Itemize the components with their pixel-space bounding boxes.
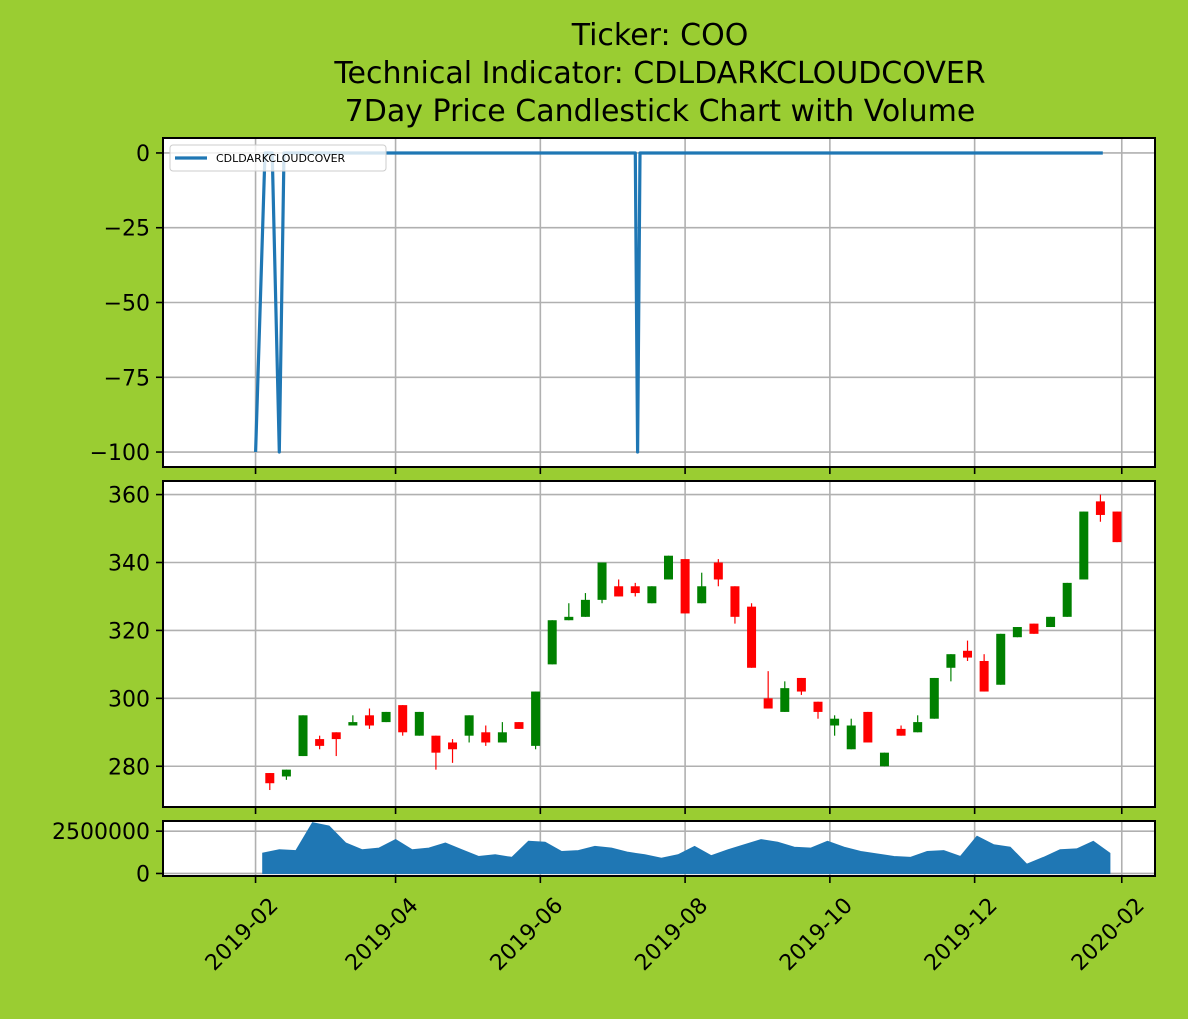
candle-body-16 bbox=[531, 691, 541, 746]
candle-body-49 bbox=[1079, 511, 1089, 580]
price-background bbox=[163, 481, 1155, 807]
indicator-ytick-label-3: −75 bbox=[104, 366, 150, 391]
indicator-panel: 0 −25 −50 −75 −100 CDLDARKCLOUDCOVER bbox=[90, 137, 1156, 468]
candle-body-37 bbox=[879, 752, 889, 767]
candle-body-38 bbox=[896, 728, 906, 736]
indicator-ytick-label-4: −100 bbox=[90, 441, 150, 466]
candle-body-44 bbox=[996, 633, 1006, 685]
candle-body-39 bbox=[913, 722, 923, 733]
candle-body-11 bbox=[448, 742, 458, 750]
candle-body-10 bbox=[431, 735, 441, 753]
candle-body-42 bbox=[963, 650, 973, 658]
candle-body-12 bbox=[464, 715, 474, 736]
candle-body-27 bbox=[713, 562, 723, 580]
candle-body-45 bbox=[1012, 627, 1022, 638]
indicator-border bbox=[162, 137, 1156, 468]
xtick-label-2: 2019-06 bbox=[486, 893, 569, 976]
title-line-2: Technical Indicator: CDLDARKCLOUDCOVER bbox=[333, 56, 985, 91]
candle-body-6 bbox=[364, 715, 374, 726]
candle-body-21 bbox=[614, 586, 624, 597]
candle-body-18 bbox=[564, 616, 574, 621]
legend-label: CDLDARKCLOUDCOVER bbox=[216, 152, 346, 165]
candle-body-0 bbox=[265, 773, 275, 784]
candle-body-35 bbox=[846, 725, 856, 750]
title-line-1: Ticker: COO bbox=[571, 18, 749, 53]
indicator-ytick-label-2: −50 bbox=[104, 292, 150, 317]
price-ytick-label-0: 280 bbox=[108, 755, 150, 780]
volume-panel: 0 2500000 bbox=[52, 820, 1156, 887]
price-ytick-label-1: 300 bbox=[108, 687, 150, 712]
candle-body-22 bbox=[630, 586, 640, 594]
xtick-label-0: 2019-02 bbox=[201, 893, 284, 976]
title-line-3: 7Day Price Candlestick Chart with Volume bbox=[345, 94, 976, 129]
candle-body-31 bbox=[780, 688, 790, 712]
candle-body-29 bbox=[747, 606, 757, 668]
xtick-label-5: 2019-12 bbox=[920, 893, 1003, 976]
price-ytick-label-2: 320 bbox=[108, 619, 150, 644]
price-ytick-label-4: 360 bbox=[108, 484, 150, 509]
xtick-label-3: 2019-08 bbox=[630, 893, 713, 976]
legend-box bbox=[169, 144, 387, 172]
candle-body-30 bbox=[763, 698, 773, 709]
candle-body-36 bbox=[863, 711, 873, 743]
candle-body-24 bbox=[663, 555, 673, 580]
candle-body-23 bbox=[647, 586, 657, 604]
candle-body-41 bbox=[946, 654, 956, 668]
indicator-ytick-label-1: −25 bbox=[104, 217, 150, 242]
volume-ytick-label-0: 0 bbox=[136, 862, 150, 887]
candle-body-8 bbox=[398, 705, 408, 733]
candle-body-14 bbox=[497, 732, 507, 743]
candle-body-26 bbox=[697, 586, 707, 604]
price-ytick-label-3: 340 bbox=[108, 552, 150, 577]
candle-body-28 bbox=[730, 586, 740, 617]
candle-body-1 bbox=[281, 769, 291, 777]
indicator-legend: CDLDARKCLOUDCOVER bbox=[169, 144, 387, 172]
chart-title: Ticker: COO Technical Indicator: CDLDARK… bbox=[333, 18, 985, 129]
candle-body-48 bbox=[1062, 582, 1072, 617]
candle-body-40 bbox=[929, 677, 939, 719]
candle-body-50 bbox=[1095, 501, 1105, 515]
candle-body-17 bbox=[547, 620, 557, 665]
volume-border bbox=[162, 820, 1156, 877]
xtick-label-6: 2020-02 bbox=[1067, 893, 1150, 976]
xtick-label-1: 2019-04 bbox=[341, 893, 424, 976]
candle-body-33 bbox=[813, 701, 823, 712]
candle-body-19 bbox=[580, 599, 590, 617]
price-panel: 280 300 320 340 360 bbox=[108, 480, 1156, 808]
candle-body-20 bbox=[597, 562, 607, 600]
volume-area bbox=[262, 822, 1111, 874]
candle-body-25 bbox=[680, 559, 690, 614]
candle-body-32 bbox=[796, 677, 806, 692]
candle-body-9 bbox=[414, 711, 424, 736]
candle-body-5 bbox=[348, 722, 358, 726]
candle-body-34 bbox=[830, 718, 840, 726]
price-border bbox=[162, 480, 1156, 808]
candle-body-47 bbox=[1046, 616, 1056, 628]
candle-body-4 bbox=[331, 732, 341, 740]
candle-body-43 bbox=[979, 660, 989, 692]
candle-body-13 bbox=[481, 732, 491, 743]
indicator-ytick-label-0: 0 bbox=[136, 142, 150, 167]
candle-body-15 bbox=[514, 722, 524, 729]
candle-body-7 bbox=[381, 711, 391, 723]
volume-ytick-label-1: 2500000 bbox=[52, 820, 150, 845]
candle-body-51 bbox=[1112, 511, 1122, 543]
candle-body-46 bbox=[1029, 623, 1039, 634]
candle-body-2 bbox=[298, 715, 308, 757]
xtick-label-4: 2019-10 bbox=[775, 893, 858, 976]
candle-body-3 bbox=[315, 739, 325, 746]
